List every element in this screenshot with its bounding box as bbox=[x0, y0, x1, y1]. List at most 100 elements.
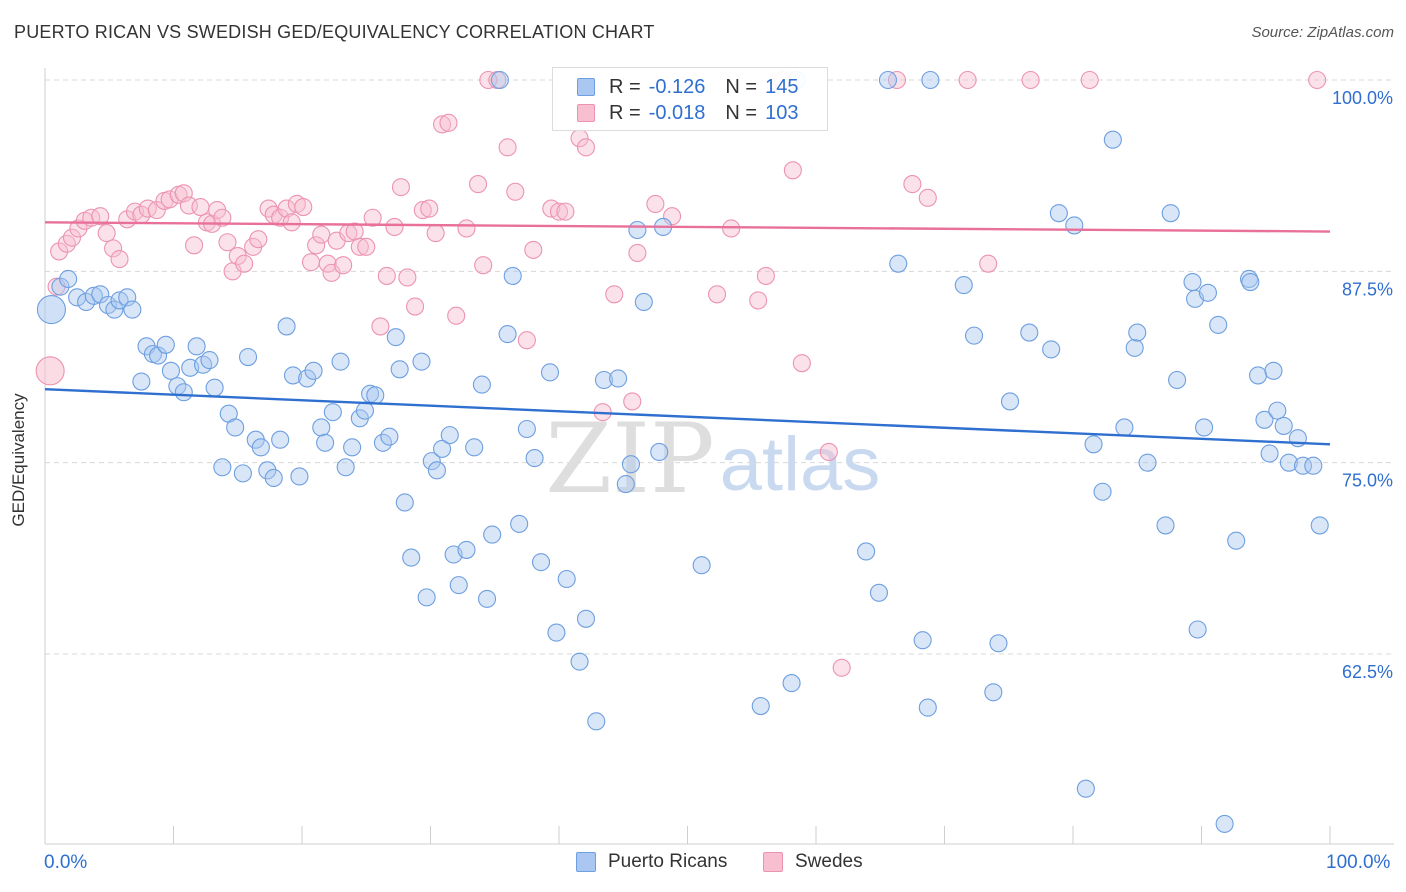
data-point bbox=[570, 652, 589, 671]
trend-lines bbox=[44, 221, 1331, 446]
data-point bbox=[634, 292, 653, 311]
data-point bbox=[556, 202, 575, 221]
data-point bbox=[749, 291, 768, 310]
data-point bbox=[498, 138, 517, 157]
data-point bbox=[477, 589, 497, 608]
data-point bbox=[646, 194, 665, 214]
legend-r-label: R = bbox=[609, 101, 641, 124]
data-point bbox=[1227, 531, 1246, 550]
legend-n-value: 103 bbox=[765, 101, 799, 124]
data-point bbox=[298, 369, 317, 388]
data-point bbox=[226, 418, 245, 437]
data-point bbox=[174, 383, 193, 402]
y-axis-label: GED/Equivalency bbox=[9, 393, 28, 527]
data-point bbox=[386, 328, 405, 347]
data-point bbox=[294, 197, 313, 217]
data-point bbox=[194, 355, 213, 374]
data-point bbox=[316, 433, 335, 452]
data-point bbox=[1268, 401, 1287, 420]
data-point bbox=[377, 266, 396, 285]
data-point bbox=[1274, 416, 1293, 435]
data-point bbox=[312, 418, 331, 437]
data-point bbox=[395, 493, 414, 512]
data-point bbox=[331, 352, 350, 371]
data-point bbox=[832, 658, 851, 677]
data-point bbox=[51, 277, 70, 296]
y-tick-label: 75.0% bbox=[1342, 471, 1393, 491]
gridlines bbox=[45, 79, 1394, 655]
data-point bbox=[918, 698, 937, 717]
data-point bbox=[1308, 70, 1327, 90]
data-point bbox=[290, 467, 309, 486]
data-point bbox=[609, 369, 628, 388]
data-point bbox=[465, 438, 484, 457]
data-point bbox=[557, 569, 576, 589]
data-point bbox=[449, 576, 468, 595]
data-point bbox=[605, 285, 624, 304]
y-tick-label: 62.5% bbox=[1342, 662, 1393, 682]
y-tick-label: 100.0% bbox=[1332, 88, 1393, 108]
legend-swatch-blue bbox=[577, 78, 595, 96]
legend-r-value: -0.018 bbox=[648, 101, 706, 124]
data-point bbox=[1195, 418, 1214, 437]
data-point bbox=[283, 366, 303, 385]
data-point bbox=[587, 712, 606, 731]
data-point bbox=[628, 243, 647, 263]
data-point bbox=[402, 548, 421, 567]
data-point bbox=[235, 254, 254, 273]
data-point bbox=[547, 623, 566, 642]
data-point bbox=[1020, 323, 1039, 342]
legend-r-label: R = bbox=[609, 75, 641, 98]
data-point bbox=[264, 468, 283, 488]
legend-item-swedes[interactable]: Swedes bbox=[763, 851, 863, 873]
data-point bbox=[422, 452, 441, 471]
data-point bbox=[1125, 338, 1144, 357]
data-point bbox=[1080, 70, 1099, 90]
data-point bbox=[304, 361, 323, 380]
data-point bbox=[334, 256, 353, 275]
data-point bbox=[433, 115, 452, 134]
data-point bbox=[984, 683, 1003, 702]
data-point bbox=[783, 161, 802, 180]
data-point bbox=[312, 225, 331, 244]
data-point bbox=[62, 228, 82, 247]
data-point bbox=[1042, 340, 1061, 359]
data-point bbox=[390, 360, 409, 379]
series-swedes bbox=[35, 70, 1327, 677]
data-point bbox=[869, 583, 889, 602]
data-point bbox=[1209, 315, 1228, 334]
data-point bbox=[366, 386, 385, 405]
x-tick-label-min: 0.0% bbox=[44, 852, 88, 873]
data-point bbox=[540, 363, 560, 382]
data-point bbox=[965, 326, 984, 345]
data-point bbox=[490, 70, 509, 90]
data-point bbox=[576, 609, 596, 628]
data-point bbox=[391, 178, 410, 197]
data-point bbox=[258, 461, 277, 480]
legend-n-label: N = bbox=[725, 101, 758, 124]
data-point bbox=[1084, 435, 1103, 454]
data-point bbox=[191, 197, 210, 217]
data-point bbox=[457, 540, 476, 559]
data-point bbox=[1248, 366, 1268, 385]
data-point bbox=[954, 276, 973, 295]
data-point bbox=[363, 208, 382, 227]
data-point bbox=[350, 237, 369, 256]
data-point bbox=[277, 317, 296, 336]
legend-label-puerto-ricans: Puerto Ricans bbox=[608, 851, 728, 872]
legend-item-puerto-ricans[interactable]: Puerto Ricans bbox=[576, 851, 727, 873]
data-point bbox=[1161, 204, 1180, 223]
data-point bbox=[417, 588, 436, 607]
legend-n-value: 145 bbox=[765, 75, 799, 98]
data-point bbox=[433, 439, 452, 458]
data-point bbox=[147, 201, 166, 220]
data-point bbox=[616, 475, 635, 494]
data-point bbox=[420, 199, 439, 218]
data-point bbox=[1198, 283, 1217, 302]
data-point bbox=[200, 351, 219, 370]
data-point bbox=[503, 266, 522, 285]
data-point bbox=[205, 378, 224, 397]
y-tick-label: 87.5% bbox=[1342, 279, 1393, 299]
data-point bbox=[1138, 453, 1157, 472]
data-point bbox=[301, 253, 321, 272]
